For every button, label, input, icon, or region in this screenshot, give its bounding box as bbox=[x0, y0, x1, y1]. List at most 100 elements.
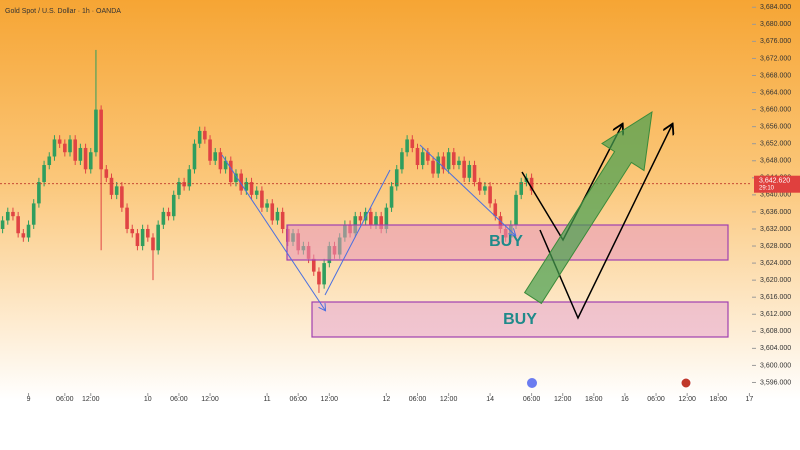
candle-body bbox=[63, 143, 67, 153]
candle-body bbox=[462, 160, 466, 178]
buy-label: BUY bbox=[489, 233, 523, 250]
event-icon bbox=[527, 378, 537, 388]
candle-body bbox=[57, 139, 62, 144]
y-tick-label: 3,632.000 bbox=[760, 226, 791, 233]
current-price-label: 3,642.620 bbox=[759, 178, 790, 185]
path-line bbox=[324, 169, 391, 296]
candle-body bbox=[265, 203, 269, 208]
candle-body bbox=[228, 160, 233, 183]
candle-body bbox=[177, 182, 181, 195]
path-arrow bbox=[221, 154, 325, 310]
candle-body bbox=[166, 211, 171, 217]
candle-body bbox=[187, 169, 192, 187]
buy-label: BUY bbox=[503, 311, 537, 328]
x-tick-label: 06:00 bbox=[523, 396, 541, 403]
y-tick-label: 3,600.000 bbox=[760, 362, 791, 369]
y-tick-label: 3,612.000 bbox=[760, 311, 791, 318]
candle-body bbox=[130, 228, 135, 234]
candle-body bbox=[410, 139, 415, 148]
y-tick-label: 3,680.000 bbox=[760, 21, 791, 28]
candle-body bbox=[171, 194, 176, 217]
x-tick-label: 12:00 bbox=[321, 396, 339, 403]
candle-body bbox=[234, 173, 238, 183]
annotations: BUY BUY bbox=[221, 111, 729, 389]
y-tick-label: 3,668.000 bbox=[760, 72, 791, 79]
y-tick-label: 3,684.000 bbox=[760, 4, 791, 11]
candle-body bbox=[467, 165, 472, 178]
x-tick-label: 10 bbox=[144, 396, 152, 403]
candle-body bbox=[514, 194, 518, 225]
candle-body bbox=[151, 237, 155, 251]
x-tick-label: 12:00 bbox=[201, 396, 219, 403]
candle-body bbox=[270, 203, 275, 221]
candle-body bbox=[52, 139, 57, 157]
candle-body bbox=[5, 211, 10, 221]
candle-body bbox=[529, 177, 534, 191]
candle-body bbox=[374, 216, 378, 225]
y-tick-label: 3,604.000 bbox=[760, 345, 791, 352]
buy-zone bbox=[311, 301, 729, 338]
candle-body bbox=[254, 190, 259, 195]
x-tick-label: 06:00 bbox=[409, 396, 427, 403]
candle-body bbox=[114, 186, 119, 195]
candle-body bbox=[218, 152, 223, 170]
candle-body bbox=[99, 109, 103, 170]
candle-body bbox=[394, 169, 399, 187]
y-tick-label: 3,660.000 bbox=[760, 106, 791, 113]
y-tick-label: 3,648.000 bbox=[760, 158, 791, 165]
x-tick-label: 9 bbox=[27, 396, 31, 403]
candle-body bbox=[420, 152, 425, 166]
candle-body bbox=[140, 228, 145, 247]
candle-body bbox=[21, 233, 26, 238]
x-tick-label: 17 bbox=[746, 396, 754, 403]
y-tick-label: 3,608.000 bbox=[760, 328, 791, 335]
y-tick-label: 3,676.000 bbox=[760, 38, 791, 45]
candle-body bbox=[426, 152, 430, 161]
candle-body bbox=[197, 130, 202, 144]
countdown-label: 29:10 bbox=[759, 185, 775, 191]
candle-body bbox=[135, 233, 140, 247]
x-tick-label: 12:00 bbox=[678, 396, 696, 403]
candle-body bbox=[280, 211, 285, 229]
candle-body bbox=[451, 152, 456, 166]
candle-body bbox=[223, 160, 228, 170]
price-badge bbox=[754, 175, 800, 193]
y-tick-label: 3,664.000 bbox=[760, 89, 791, 96]
candle-body bbox=[0, 220, 5, 229]
x-tick-label: 18:00 bbox=[710, 396, 728, 403]
candle-body bbox=[446, 152, 451, 170]
candle-body bbox=[161, 211, 166, 225]
candle-body bbox=[156, 224, 160, 251]
y-tick-label: 3,672.000 bbox=[760, 55, 791, 62]
candle-body bbox=[249, 182, 254, 195]
candle-body bbox=[83, 147, 88, 170]
candle-body bbox=[369, 211, 373, 225]
chart-title: Gold Spot / U.S. Dollar · 1h · OANDA bbox=[5, 8, 121, 15]
candle-body bbox=[68, 139, 72, 153]
candle-body bbox=[389, 186, 394, 208]
candle-body bbox=[120, 186, 124, 208]
x-tick-label: 14 bbox=[486, 396, 494, 403]
candle-body bbox=[203, 130, 207, 140]
candle-body bbox=[431, 160, 435, 174]
candle-body bbox=[213, 152, 218, 161]
background bbox=[0, 0, 800, 400]
y-tick-label: 3,652.000 bbox=[760, 141, 791, 148]
x-tick-label: 06:00 bbox=[56, 396, 74, 403]
candle-body bbox=[73, 139, 77, 161]
candle-body bbox=[78, 147, 83, 161]
candle-body bbox=[384, 207, 389, 229]
y-tick-label: 3,596.000 bbox=[760, 379, 791, 386]
candle-body bbox=[477, 182, 482, 191]
candle-body bbox=[192, 143, 197, 170]
x-tick-label: 12:00 bbox=[82, 396, 100, 403]
candle-body bbox=[37, 182, 41, 204]
candle-body bbox=[26, 224, 31, 238]
candle-body bbox=[311, 258, 316, 272]
x-tick-label: 12:00 bbox=[440, 396, 458, 403]
candle-body bbox=[16, 216, 20, 234]
candle-body bbox=[11, 211, 15, 217]
candle-body bbox=[125, 207, 129, 229]
y-tick-label: 3,624.000 bbox=[760, 260, 791, 267]
